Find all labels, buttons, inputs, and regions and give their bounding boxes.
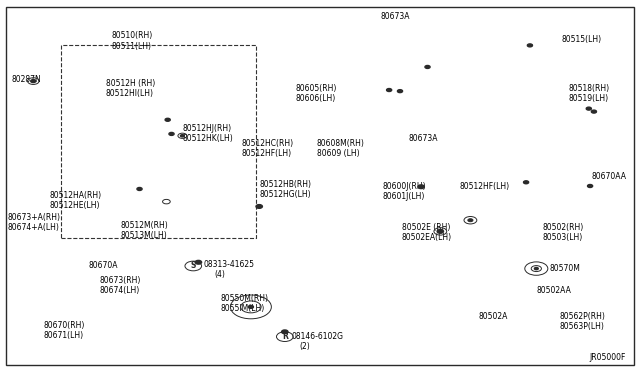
Text: 80601J(LH): 80601J(LH) [383, 192, 425, 201]
Circle shape [527, 44, 532, 47]
Text: 80605(RH): 80605(RH) [296, 84, 337, 93]
Circle shape [248, 305, 253, 308]
Text: 80512HG(LH): 80512HG(LH) [259, 190, 311, 199]
Text: 80570M: 80570M [549, 264, 580, 273]
Text: (4): (4) [214, 270, 225, 279]
Text: 80502A: 80502A [479, 312, 508, 321]
Text: 80515(LH): 80515(LH) [562, 35, 602, 44]
Text: 80511(LH): 80511(LH) [112, 42, 152, 51]
Text: 80512HB(RH): 80512HB(RH) [259, 180, 311, 189]
Text: 80512HI(LH): 80512HI(LH) [106, 89, 154, 98]
Text: 80512HC(RH): 80512HC(RH) [242, 139, 294, 148]
Text: 80512HF(LH): 80512HF(LH) [460, 182, 509, 191]
Text: 80512M(RH): 80512M(RH) [120, 221, 168, 230]
Text: 80512HK(LH): 80512HK(LH) [182, 134, 233, 143]
Text: 80510(RH): 80510(RH) [112, 31, 153, 40]
Circle shape [256, 205, 262, 208]
Circle shape [169, 132, 174, 135]
Text: 80502(RH): 80502(RH) [543, 223, 584, 232]
Text: 80502AA: 80502AA [536, 286, 571, 295]
Circle shape [437, 230, 444, 233]
Text: (2): (2) [300, 342, 310, 351]
Circle shape [195, 260, 202, 264]
Text: 80563P(LH): 80563P(LH) [560, 323, 605, 331]
Text: 80673A: 80673A [408, 134, 438, 143]
Text: 80287N: 80287N [12, 76, 41, 84]
Text: 80671(LH): 80671(LH) [44, 331, 84, 340]
Text: 80673(RH): 80673(RH) [99, 276, 141, 285]
Circle shape [524, 181, 529, 184]
Text: 80512H (RH): 80512H (RH) [106, 79, 155, 88]
Circle shape [586, 107, 591, 110]
Text: 80502E (RH): 80502E (RH) [402, 223, 451, 232]
Circle shape [591, 110, 596, 113]
Text: 80519(LH): 80519(LH) [568, 94, 609, 103]
Text: 80670AA: 80670AA [592, 172, 627, 181]
Text: 80606(LH): 80606(LH) [296, 94, 336, 103]
Text: 80609 (LH): 80609 (LH) [317, 149, 360, 158]
Text: S: S [191, 262, 196, 270]
Text: 80670A: 80670A [88, 262, 118, 270]
Text: 80550M(RH): 80550M(RH) [221, 294, 269, 303]
Text: 80608M(RH): 80608M(RH) [317, 139, 365, 148]
Text: 80674+A(LH): 80674+A(LH) [8, 223, 60, 232]
Circle shape [137, 187, 142, 190]
Circle shape [31, 80, 36, 83]
Circle shape [425, 65, 430, 68]
Text: 80674(LH): 80674(LH) [99, 286, 140, 295]
Text: 80512HF(LH): 80512HF(LH) [242, 149, 292, 158]
Circle shape [387, 89, 392, 92]
Circle shape [282, 330, 288, 334]
Text: 80518(RH): 80518(RH) [568, 84, 609, 93]
Text: 80673A: 80673A [381, 12, 410, 21]
Text: 80670(RH): 80670(RH) [44, 321, 85, 330]
Circle shape [588, 185, 593, 187]
Text: 08313-41625: 08313-41625 [204, 260, 255, 269]
Text: 80502EA(LH): 80502EA(LH) [402, 233, 452, 242]
Text: 80600J(RH): 80600J(RH) [383, 182, 426, 191]
Text: 80673+A(RH): 80673+A(RH) [8, 213, 61, 222]
Circle shape [468, 219, 473, 222]
Text: 80512HE(LH): 80512HE(LH) [50, 201, 100, 210]
Text: 8055lM(LH): 8055lM(LH) [221, 304, 265, 313]
Circle shape [418, 185, 424, 189]
Text: 80562P(RH): 80562P(RH) [560, 312, 606, 321]
Text: 08146-6102G: 08146-6102G [291, 332, 343, 341]
Circle shape [165, 118, 170, 121]
Text: 80503(LH): 80503(LH) [543, 233, 583, 242]
Bar [61, 45, 256, 238]
Circle shape [397, 90, 403, 93]
Text: 80512HA(RH): 80512HA(RH) [50, 191, 102, 200]
Text: R: R [282, 332, 288, 341]
Circle shape [534, 267, 538, 270]
Text: JR05000F: JR05000F [589, 353, 626, 362]
Text: 80512HJ(RH): 80512HJ(RH) [182, 124, 232, 133]
Circle shape [180, 135, 184, 137]
Text: 80513M(LH): 80513M(LH) [120, 231, 167, 240]
